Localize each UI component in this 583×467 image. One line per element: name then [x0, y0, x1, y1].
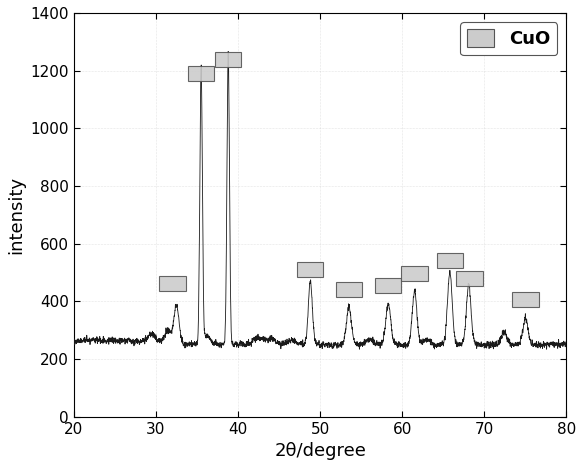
- FancyBboxPatch shape: [375, 278, 402, 293]
- FancyBboxPatch shape: [456, 271, 483, 286]
- Legend: CuO: CuO: [460, 22, 557, 55]
- FancyBboxPatch shape: [159, 276, 185, 291]
- FancyBboxPatch shape: [402, 266, 428, 282]
- FancyBboxPatch shape: [215, 51, 241, 67]
- FancyBboxPatch shape: [297, 262, 324, 277]
- FancyBboxPatch shape: [188, 66, 214, 81]
- X-axis label: 2θ/degree: 2θ/degree: [274, 442, 366, 460]
- FancyBboxPatch shape: [437, 254, 463, 269]
- Y-axis label: intensity: intensity: [7, 176, 25, 254]
- FancyBboxPatch shape: [336, 282, 362, 297]
- FancyBboxPatch shape: [512, 292, 539, 307]
